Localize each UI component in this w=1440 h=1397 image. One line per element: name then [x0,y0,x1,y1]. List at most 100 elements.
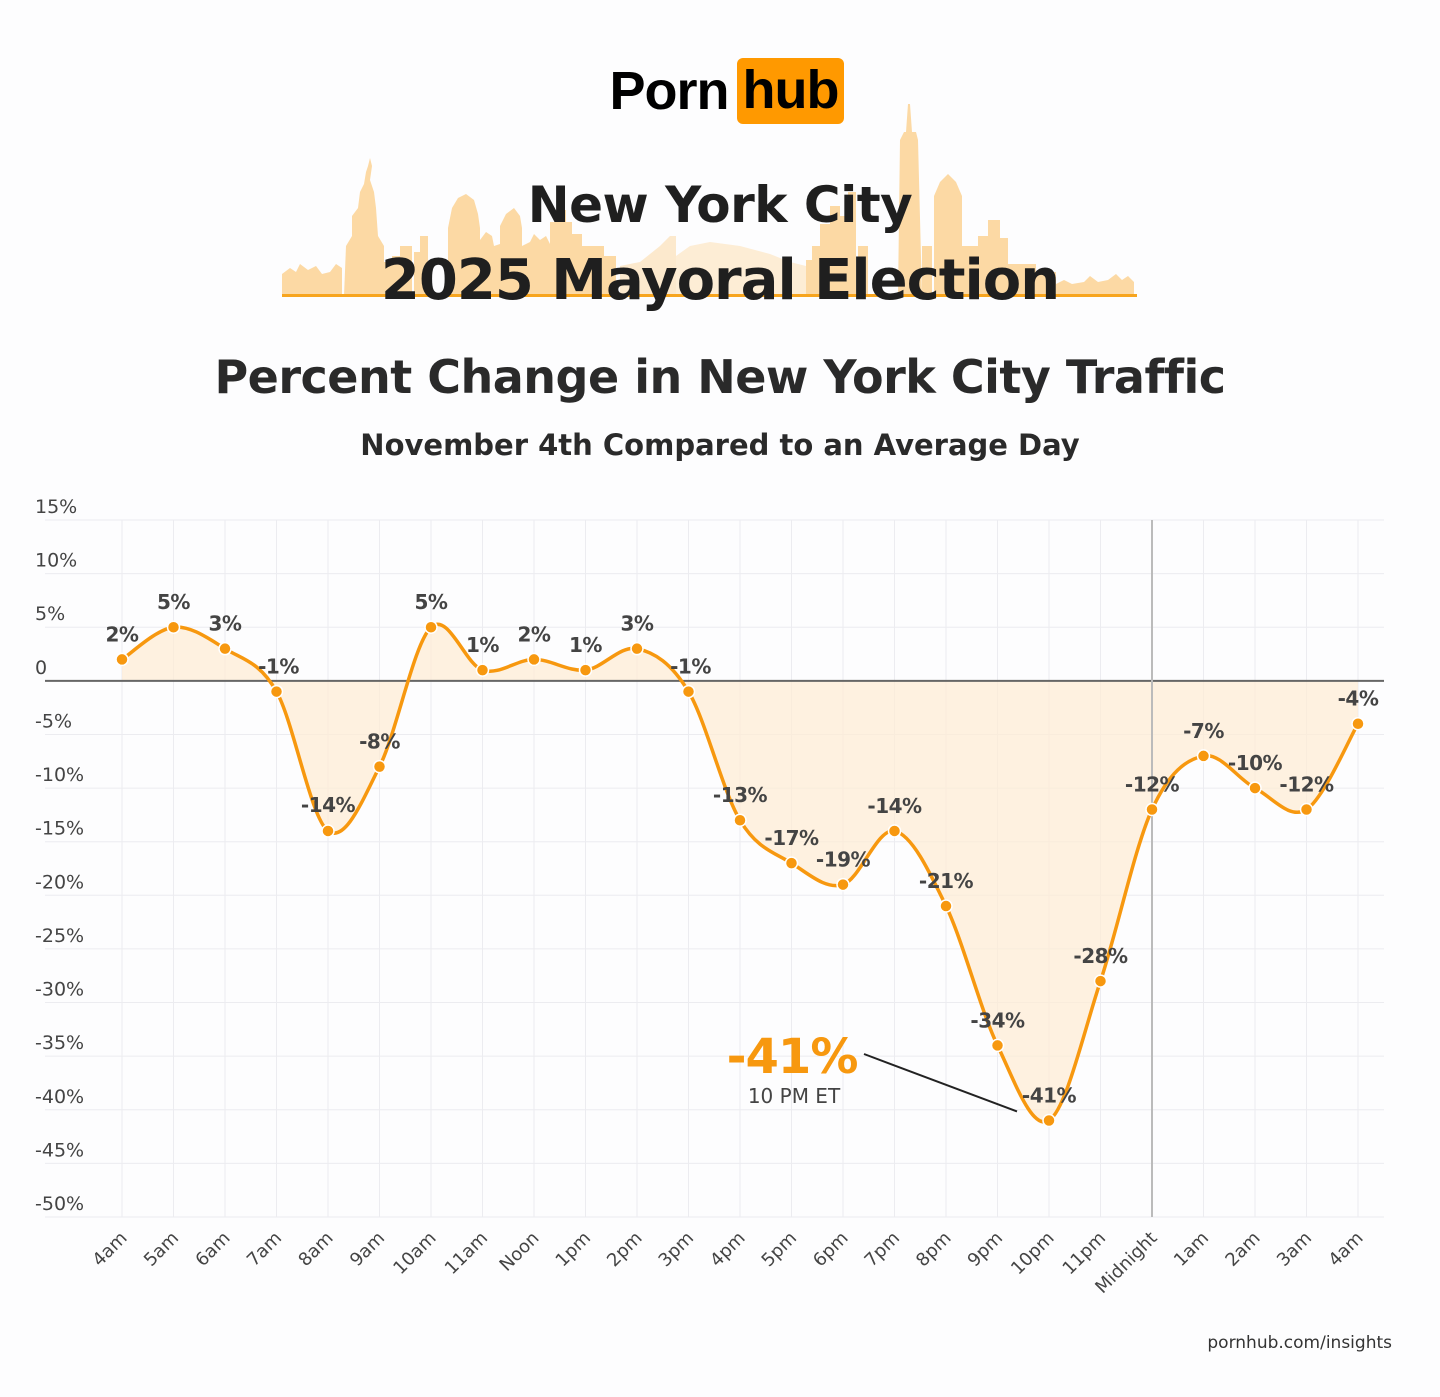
x-tick-label: 3pm [655,1228,698,1271]
x-tick-label: 7am [243,1228,286,1271]
data-label: -28% [1073,944,1128,968]
data-point [321,824,335,838]
data-point [166,620,181,634]
data-point [1042,1113,1056,1128]
data-label: 3% [621,612,654,636]
chart-title: Percent Change in New York City Traffic [214,350,1226,404]
data-point [115,652,129,667]
x-tick-label: 9pm [964,1228,1007,1271]
data-label: -13% [713,783,768,807]
nyc-skyline-illustration [282,104,1137,297]
data-label: 1% [569,633,602,657]
data-point [372,759,387,774]
data-point [1196,749,1211,763]
logo-text-left: Porn [609,61,730,121]
x-tick-label: 10pm [1007,1228,1059,1280]
annotation-label: 10 PM ET [748,1084,841,1108]
x-tick-label: 11am [441,1228,492,1279]
data-point [939,899,953,913]
area-fill [122,624,1358,1122]
x-tick-label: 5am [140,1228,183,1271]
data-label: -7% [1183,719,1224,743]
data-label: 2% [518,622,551,646]
data-label: 3% [209,612,242,636]
data-label: 5% [157,590,190,614]
data-point [269,684,284,699]
y-tick-label: 15% [35,496,77,518]
x-tick-label: 5pm [758,1228,801,1271]
y-tick-label: -20% [35,871,84,893]
x-tick-label: 6pm [809,1228,852,1271]
y-axis: 15% 10% 5% 0 -5% -10% -15% -20% -25% -30% -35% -40%… [35,496,84,1215]
chart-subtitle: November 4th Compared to an Average Day [360,428,1080,462]
logo-text-right-badge: hub [736,58,845,124]
data-points [115,620,1365,1128]
annotation-leader-line [863,1053,1018,1113]
skyline-baseline [282,294,1137,297]
data-label: -19% [816,848,871,872]
data-labels: 2% 5% 3% -1% -14% -8% 5% 1% 2% 1% 3% -1% -13% -17%-19… [106,590,1380,1107]
y-tick-label: -5% [35,710,72,732]
data-point [681,684,696,699]
y-tick-label: -10% [35,764,84,786]
data-point [990,1038,1005,1053]
y-tick-label: -25% [35,925,84,947]
x-axis: 4am 5am 6am 7am 8am 9am 10am 11am Noon 1pm 2pm 3pm 4… [88,1228,1367,1298]
data-point [630,641,644,656]
data-label: -21% [919,869,974,893]
data-label: -12% [1279,773,1334,797]
data-label: 2% [106,622,139,646]
data-label: -1% [258,655,299,679]
data-label: -12% [1125,773,1180,797]
data-label: -10% [1228,751,1283,775]
annotation-value: -41% [727,1029,858,1085]
data-label: 5% [415,590,448,614]
x-tick-label: 2pm [603,1228,646,1271]
data-point [733,813,747,827]
data-point [578,663,593,677]
y-tick-label: -40% [35,1086,84,1108]
x-tick-label: 9am [346,1228,389,1271]
y-tick-label: 5% [35,603,65,625]
data-label: -34% [970,1008,1025,1032]
x-tick-label: 1pm [552,1228,595,1271]
data-point [527,652,541,667]
data-point [1145,802,1159,817]
data-label: -4% [1338,687,1379,711]
y-tick-label: 10% [35,550,77,572]
data-point [836,877,850,892]
data-point [887,824,902,838]
data-label: -8% [359,730,400,754]
data-point [1351,716,1365,731]
hero-title-city: New York City [527,176,913,234]
x-tick-label: 4pm [706,1228,749,1271]
data-point [1093,974,1108,988]
hero-title-election: 2025 Mayoral Election [380,248,1060,313]
x-tick-label: 10am [389,1228,440,1279]
x-tick-label: 7pm [861,1228,904,1271]
hero-banner: New York City 2025 Mayoral Election [0,96,1440,313]
chart-grid [45,519,1384,1218]
y-tick-label: -45% [35,1139,84,1161]
x-tick-label: 8pm [912,1228,955,1271]
data-label: 1% [466,633,499,657]
data-point [424,620,438,634]
source-link[interactable]: pornhub.com/insights [1207,1333,1392,1353]
data-point [784,856,799,870]
brand-logo: Porn hub [0,58,1440,124]
x-tick-label: 8am [294,1228,337,1271]
peak-annotation: -41% 10 PM ET [727,1029,1018,1113]
data-label: -14% [867,794,922,818]
traffic-line-series [121,622,1360,1124]
data-label: -17% [764,826,819,850]
y-tick-label: -30% [35,979,84,1001]
x-tick-label: 1am [1170,1228,1213,1271]
y-tick-label: 0 [35,657,47,679]
y-tick-label: -50% [35,1193,84,1215]
x-tick-label: Noon [496,1228,544,1276]
data-point [1299,802,1314,817]
x-tick-label: 4am [88,1228,131,1271]
data-point [475,663,490,677]
y-tick-label: -15% [35,818,84,840]
